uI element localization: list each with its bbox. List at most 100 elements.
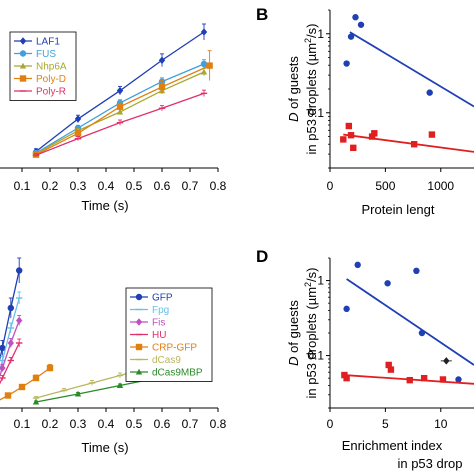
panel-c-point-gfp <box>16 267 23 274</box>
panel-c-legend-marker <box>135 343 143 351</box>
panel-c-legend-label: Fpg <box>152 305 169 316</box>
panel-b-series-series-1 <box>340 122 474 153</box>
panel-c-point-crp-gfp <box>18 383 26 391</box>
panel-a-legend-marker <box>19 62 27 69</box>
panel-c-x-tick-label: 0.2 <box>42 417 59 431</box>
panel-b-series-series-0 <box>343 14 474 108</box>
panel-d-x-label-line2: in p53 drop <box>397 456 462 471</box>
panel-c-series-crp-gfp <box>0 364 54 401</box>
panel-b: B 0 500 1000 0.1 1 Protein lengt D of guests in… <box>256 5 474 217</box>
panel-c-line-hu <box>0 342 20 385</box>
panel-a-legend-marker <box>19 37 27 45</box>
panel-a-legend-label: FUS <box>36 49 56 60</box>
panel-c-series-fpg <box>0 291 23 372</box>
panel-c-point-crp-gfp <box>4 392 12 399</box>
panel-b-point-series-0 <box>357 21 365 28</box>
panel-a-legend-label: Poly-D <box>36 74 66 85</box>
panel-a-point-poly-d <box>74 130 82 137</box>
panel-c-point-fis <box>7 339 14 347</box>
panel-d-x-label: Enrichment index <box>342 438 443 453</box>
panel-d-y-label-line2: in p53 droplets (µm2/s) <box>303 267 319 398</box>
panel-c-series-fis <box>0 315 23 378</box>
panel-a-x-tick-label: 0.8 <box>210 179 227 193</box>
panel-d-point-series-0 <box>418 329 426 337</box>
panel-a-series-laf1 <box>32 23 208 156</box>
panel-a-x-tick-label: 0.5 <box>126 179 143 193</box>
panel-c-line-fis <box>0 320 20 378</box>
panel-b-x-label: Protein lengt <box>362 202 435 217</box>
panel-d-y-label: D of guests <box>286 300 301 366</box>
panel-c-legend-label: HU <box>152 330 166 341</box>
panel-d-x-tick-label: 10 <box>434 417 448 431</box>
panel-b-y-label-line2: in p53 droplets (µm2/s) <box>303 23 319 154</box>
panel-c-x-tick-label: 0.4 <box>98 417 115 431</box>
panel-d-point-series-0 <box>413 267 420 275</box>
panel-d: D 0 5 10 0.1 1 Enrichment index in p53 drop D o… <box>256 247 474 471</box>
panel-d-fit-line-series-0 <box>346 278 474 366</box>
panel-c-point-gfp <box>7 304 14 312</box>
panel-c-point-gfp <box>0 344 6 352</box>
panel-c-point-fis <box>16 316 23 325</box>
panel-b-point-series-1 <box>340 136 347 143</box>
panel-a-point-fus <box>200 60 208 68</box>
panel-c-x-tick-label: 0.7 <box>182 417 199 431</box>
panel-a-legend-label: Poly-R <box>36 87 66 98</box>
panel-a-point-nhp6a <box>200 68 208 75</box>
panel-d-point-series-0 <box>354 261 361 269</box>
panel-b-y-tick-label: 0.1 <box>307 106 324 120</box>
panel-a-x-tick-label: 0.1 <box>14 179 31 193</box>
panel-b-point-series-1 <box>368 133 376 140</box>
panel-d-point-series-1 <box>406 376 413 384</box>
panel-a-point-poly-d <box>116 103 124 110</box>
panel-a-point-laf1 <box>74 115 82 123</box>
panel-b-point-series-0 <box>347 33 355 40</box>
panel-c-point-fis <box>0 364 6 372</box>
panel-d-point-series-1 <box>439 376 447 383</box>
panel-c-legend-label: dCas9MBP <box>152 368 203 379</box>
panel-c-point-crp-gfp <box>32 374 40 382</box>
panel-d-series-series-2 <box>440 357 452 365</box>
panel-b-point-series-1 <box>371 130 378 137</box>
panel-a-point-poly-d <box>206 62 213 69</box>
panel-b-x-tick-label: 1000 <box>427 179 454 193</box>
panel-d-x-tick-label: 5 <box>382 417 389 431</box>
panel-d-series-series-1 <box>341 361 474 385</box>
panel-b-fit-line-series-1 <box>343 133 474 153</box>
panel-a-x-tick-label: 0.2 <box>42 179 59 193</box>
panel-c-point-dcas9mbp <box>116 382 124 389</box>
panel-c-legend-label: GFP <box>152 293 173 304</box>
panel-b-point-series-1 <box>350 144 357 152</box>
panel-b-point-series-1 <box>347 132 355 139</box>
panel-c-point-crp-gfp <box>46 364 54 372</box>
panel-c-x-tick-label: 0.5 <box>126 417 143 431</box>
panel-b-point-series-1 <box>345 122 353 130</box>
panel-d-point-series-2 <box>443 357 450 365</box>
panel-a-legend-marker <box>19 75 27 82</box>
panel-d-point-series-0 <box>343 305 350 313</box>
panel-b-y-tick-label: 1 <box>317 27 324 41</box>
panel-c-series-hu <box>0 338 23 385</box>
panel-c-x-tick-label: 0.6 <box>154 417 171 431</box>
panel-a-legend-marker <box>19 50 27 57</box>
panel-d-y-tick-label: 1 <box>317 274 324 288</box>
panel-c-legend-marker <box>135 368 143 375</box>
panel-b-point-series-0 <box>352 14 359 21</box>
panel-d-label: D <box>256 247 268 266</box>
panel-d-series-series-0 <box>343 261 474 383</box>
panel-c-x-tick-label: 0.3 <box>70 417 87 431</box>
panel-b-point-series-1 <box>410 141 418 148</box>
panel-c-point-dcas9mbp <box>32 398 40 405</box>
panel-b-point-series-0 <box>343 60 350 67</box>
panel-c-legend-label: dCas9 <box>152 355 181 366</box>
panel-c-x-tick-label: 0.1 <box>14 417 31 431</box>
panel-b-fit-line-series-0 <box>349 31 474 108</box>
panel-c-point-dcas9mbp <box>74 390 82 397</box>
panel-d-point-series-1 <box>343 374 350 382</box>
panel-c-series-gfp <box>0 257 23 361</box>
panel-a-x-tick-label: 0.3 <box>70 179 87 193</box>
